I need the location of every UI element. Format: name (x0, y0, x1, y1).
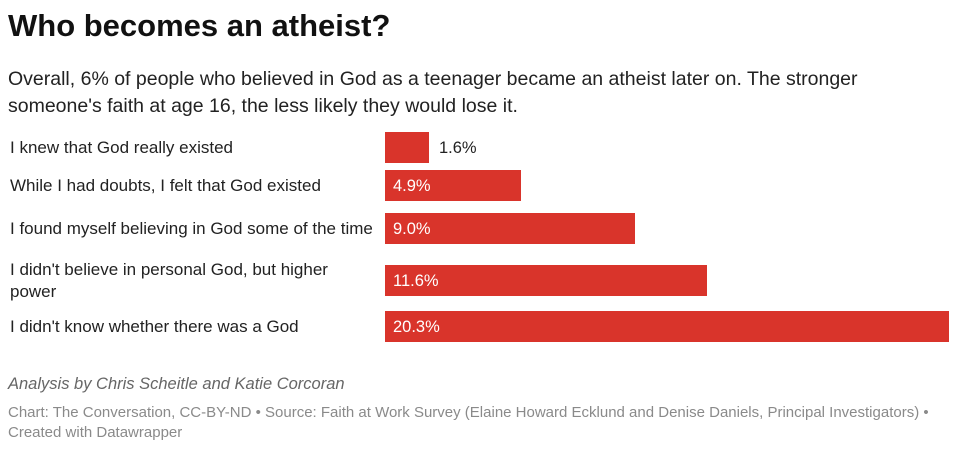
value-label: 20.3% (393, 317, 440, 336)
bar (385, 311, 949, 342)
category-label: I found myself believing in God some of … (10, 218, 373, 238)
value-label: 11.6% (393, 271, 439, 290)
bar (385, 213, 635, 244)
bar (385, 132, 429, 163)
analysis-credit: Analysis by Chris Scheitle and Katie Cor… (8, 375, 345, 393)
chart-subtitle: Overall, 6% of people who believed in Go… (8, 68, 858, 117)
bar-chart: I knew that God really existed 1.6% While … (0, 128, 959, 348)
value-label: 4.9% (393, 176, 431, 195)
category-label: I didn't know whether there was a God (10, 316, 299, 336)
category-label: I knew that God really existed (10, 137, 234, 157)
bar (385, 170, 521, 201)
value-label: 9.0% (393, 219, 431, 238)
value-label: 1.6% (439, 138, 477, 157)
category-label: While I had doubts, I felt that God exis… (10, 175, 321, 195)
chart-title: Who becomes an atheist? (8, 8, 391, 43)
chart-footer: Chart: The Conversation, CC-BY-ND • Sour… (8, 404, 929, 441)
category-label: I didn't believe in personal God, but hi… (10, 259, 328, 301)
bar (385, 265, 707, 296)
